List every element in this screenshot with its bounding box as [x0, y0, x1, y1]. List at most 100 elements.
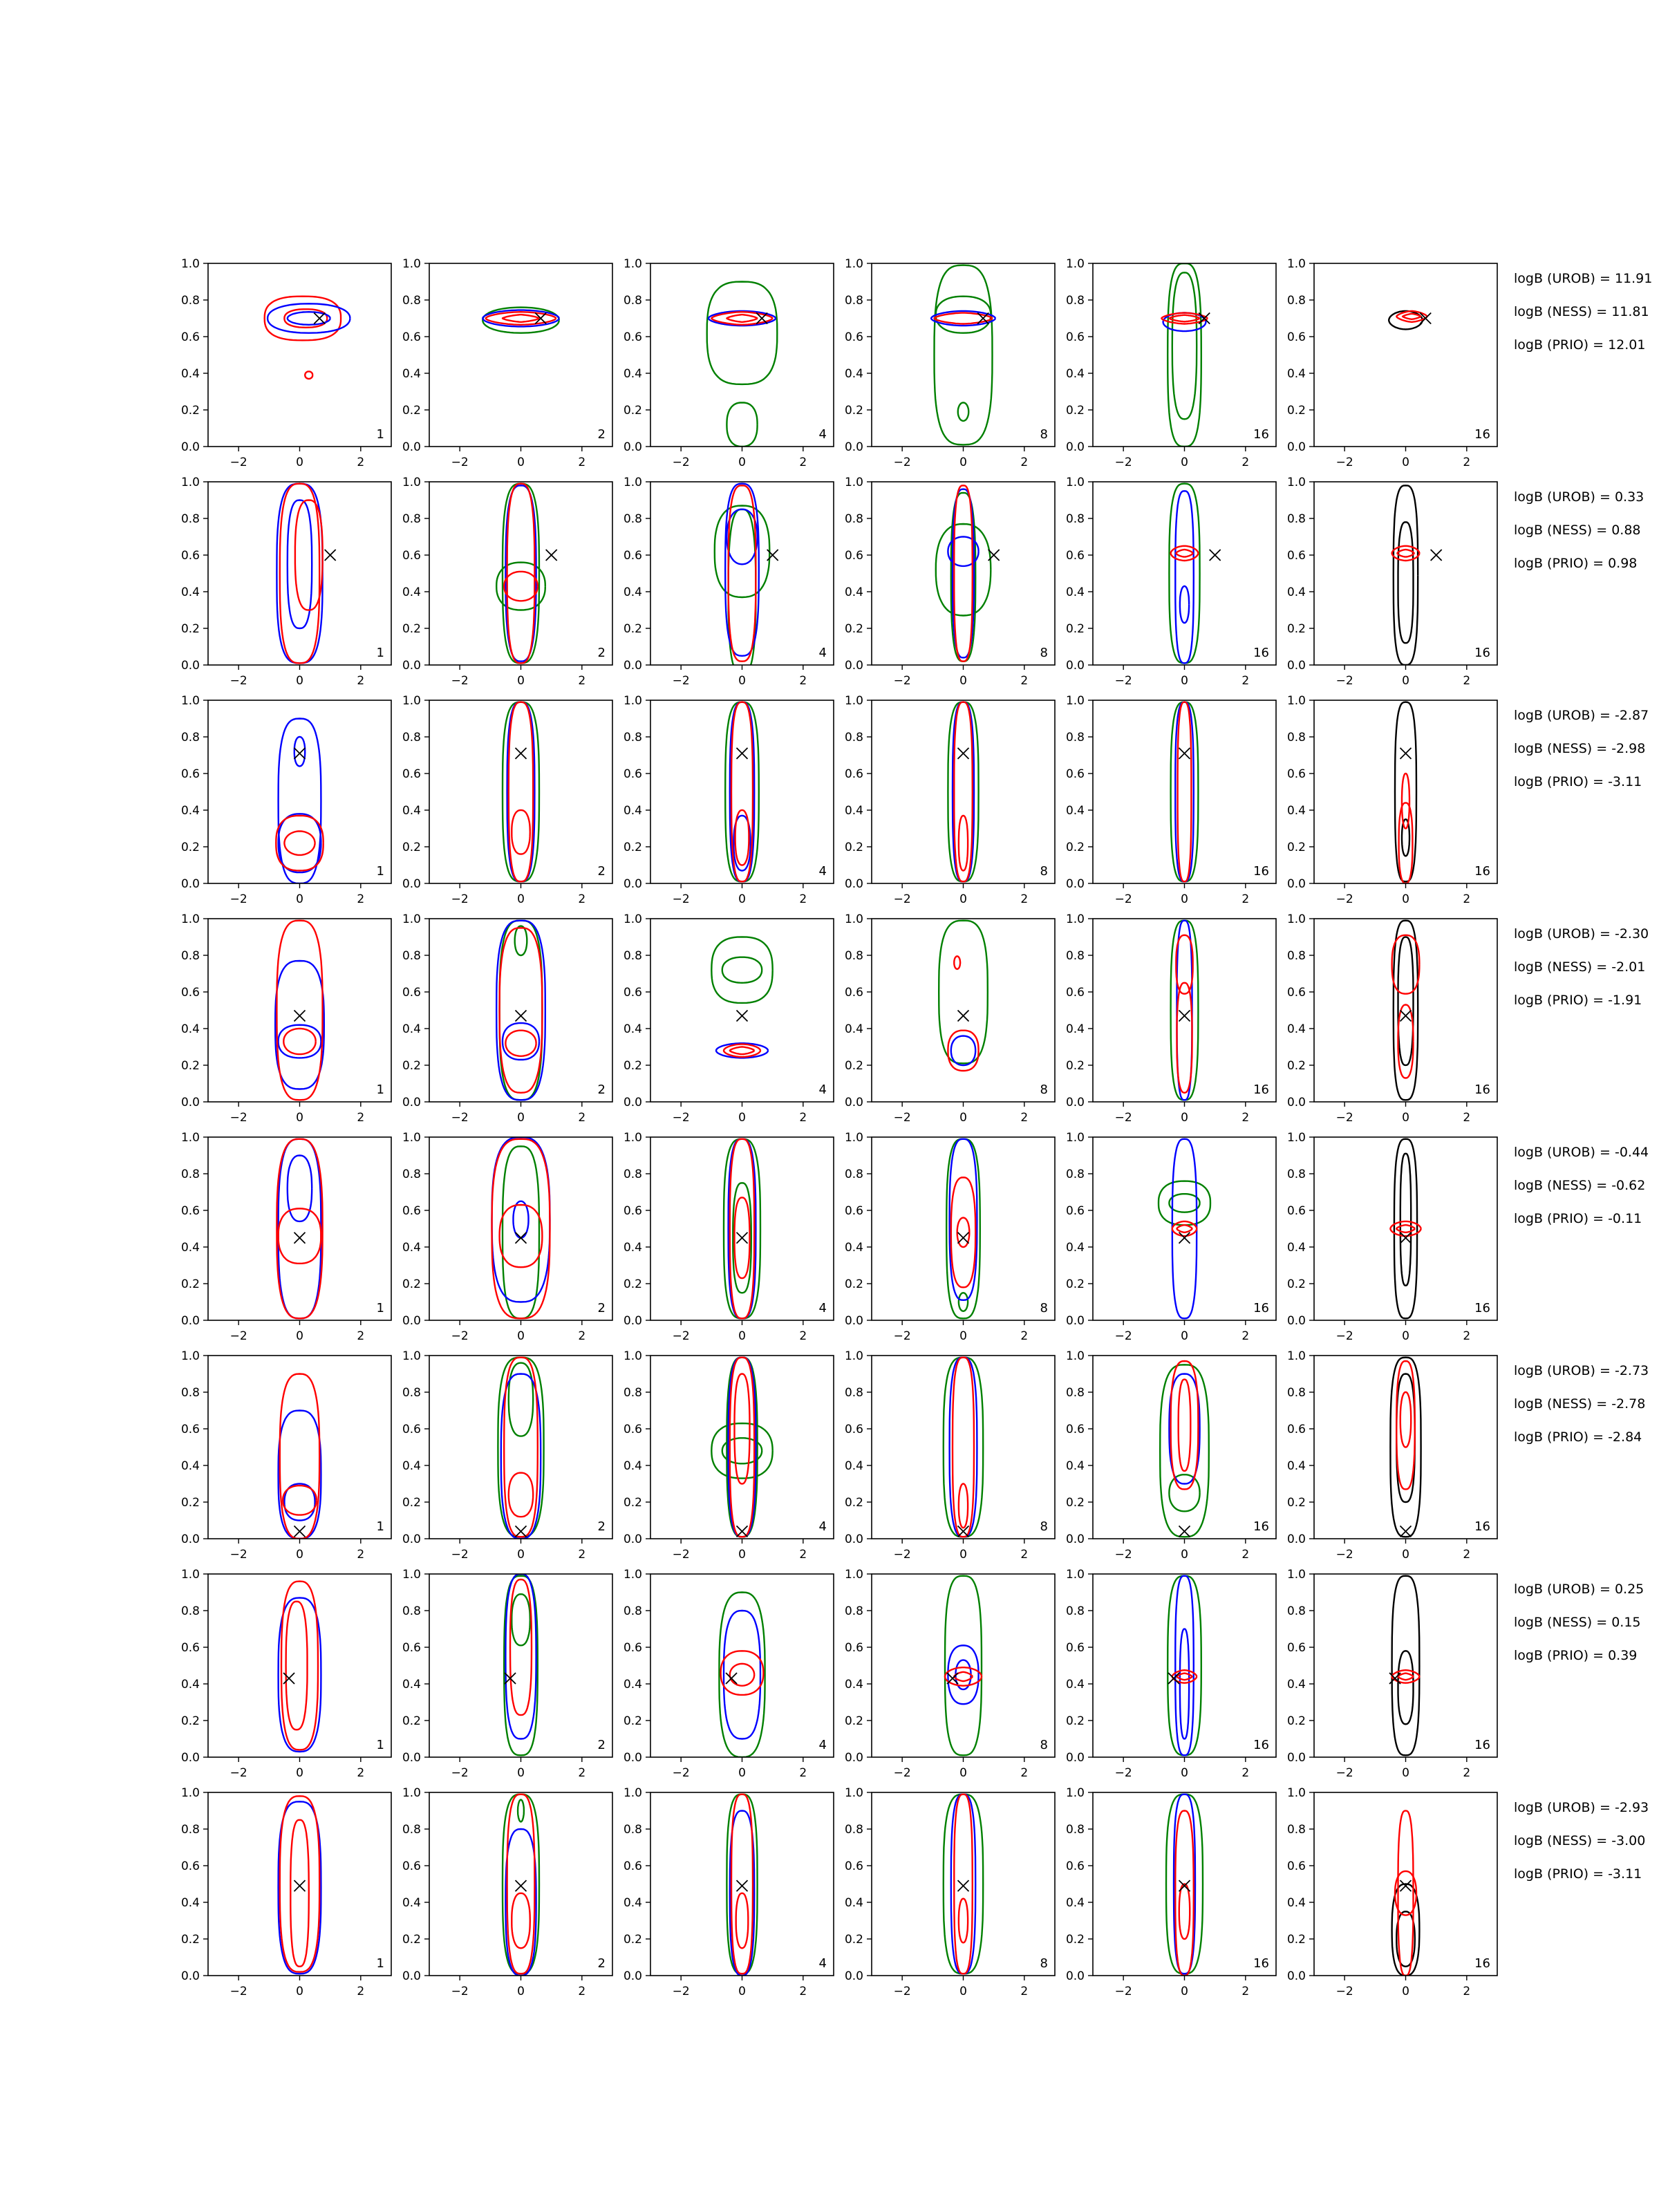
y-tick-label: 0.4 — [181, 1459, 200, 1473]
panel-r4-c5: −2 0 2 0.0 0.2 0.4 0.6 0.8 1.0 16 — [1066, 912, 1277, 1125]
x-tick-label: −2 — [451, 456, 469, 469]
y-tick-label: 0.2 — [1287, 1059, 1306, 1073]
y-tick-label: 0.8 — [1287, 294, 1306, 308]
truth-marker — [767, 549, 779, 561]
contour-set — [277, 1580, 322, 1753]
y-tick-label: 1.0 — [845, 1786, 863, 1800]
logb-stats-row-8: logB (UROB) = -2.93 logB (NESS) = -3.00 lo… — [1514, 1800, 1649, 1882]
contour-green-1 — [497, 1356, 545, 1538]
contour-blue-1 — [277, 1409, 322, 1539]
x-tick-label: 2 — [1020, 1548, 1028, 1562]
y-tick-label: 0.4 — [402, 804, 421, 818]
x-tick-label: 0 — [738, 892, 746, 906]
panel-r4-c2: −2 0 2 0.0 0.2 0.4 0.6 0.8 1.0 2 — [402, 912, 613, 1125]
y-tick-label: 0.8 — [402, 1604, 421, 1618]
y-tick-label: 0.6 — [1066, 1204, 1085, 1218]
contour-black-1 — [1392, 919, 1419, 1101]
truth-marker — [1178, 747, 1191, 760]
y-tick-label: 0.8 — [1287, 1386, 1306, 1400]
contour-set — [1168, 482, 1201, 664]
panel-r7-c6: −2 0 2 0.0 0.2 0.4 0.6 0.8 1.0 16 — [1287, 1568, 1498, 1780]
x-tick-label: 0 — [296, 1766, 303, 1780]
x-tick-label: 2 — [578, 674, 585, 688]
y-tick-label: 0.4 — [181, 585, 200, 599]
contour-red-5 — [729, 1046, 756, 1056]
contour-red-5 — [283, 830, 316, 856]
y-tick-label: 0.6 — [402, 1423, 421, 1436]
y-tick-label: 0.6 — [845, 549, 863, 563]
contour-green-2 — [507, 1362, 534, 1437]
contour-green-2 — [511, 1593, 531, 1647]
y-tick-label: 1.0 — [845, 694, 863, 708]
contour-green-3 — [726, 1356, 758, 1538]
contour-red-4 — [277, 1208, 322, 1265]
panel-corner-label: 1 — [377, 1519, 384, 1534]
x-tick-label: 2 — [1241, 674, 1249, 688]
contour-red-4 — [511, 809, 531, 855]
y-tick-label: 0.8 — [1066, 1386, 1085, 1400]
y-tick-label: 0.6 — [1287, 330, 1306, 344]
contour-blue-3 — [733, 814, 751, 872]
y-tick-label: 0.4 — [624, 804, 642, 818]
y-tick-label: 0.8 — [624, 294, 642, 308]
contour-set — [706, 281, 778, 447]
y-tick-label: 0.0 — [402, 1751, 421, 1765]
x-tick-label: 2 — [799, 674, 807, 688]
x-tick-label: −2 — [673, 674, 690, 688]
y-tick-label: 0.4 — [624, 1241, 642, 1255]
contour-red-4 — [294, 499, 324, 611]
contour-set — [1389, 1138, 1422, 1320]
panel-corner-label: 2 — [598, 1519, 606, 1534]
y-tick-label: 0.8 — [402, 1823, 421, 1837]
truth-marker — [1198, 312, 1210, 325]
y-tick-label: 0.6 — [624, 767, 642, 781]
y-tick-label: 0.6 — [402, 986, 421, 1000]
y-tick-label: 1.0 — [181, 1131, 200, 1145]
contour-red-3 — [947, 1029, 980, 1072]
truth-marker — [1399, 1232, 1412, 1244]
contour-red-3 — [720, 1650, 765, 1696]
contour-green-2 — [721, 1437, 763, 1465]
x-tick-label: 2 — [1241, 892, 1249, 906]
y-tick-label: 0.6 — [624, 1641, 642, 1655]
logb-value: logB (PRIO) = -2.84 — [1514, 1430, 1642, 1445]
y-tick-label: 0.6 — [624, 1859, 642, 1873]
y-tick-label: 0.6 — [402, 1641, 421, 1655]
y-tick-label: 0.8 — [181, 731, 200, 744]
y-tick-label: 0.2 — [624, 622, 642, 636]
panel-r5-c4: −2 0 2 0.0 0.2 0.4 0.6 0.8 1.0 8 — [845, 1131, 1056, 1343]
panel-corner-label: 8 — [1040, 427, 1048, 442]
contour-black-1 — [1394, 701, 1418, 883]
x-tick-label: −2 — [673, 892, 690, 906]
axes-frame — [871, 918, 1056, 1103]
y-tick-label: 0.8 — [845, 1823, 863, 1837]
y-tick-label: 0.6 — [181, 767, 200, 781]
y-tick-label: 0.0 — [1287, 440, 1306, 454]
panel-corner-label: 16 — [1253, 1082, 1269, 1097]
logb-value: logB (PRIO) = 12.01 — [1514, 337, 1645, 353]
y-tick-label: 0.2 — [1287, 1496, 1306, 1510]
contour-red-5 — [933, 312, 993, 325]
contour-set — [711, 936, 774, 1059]
x-tick-label: 0 — [738, 1548, 746, 1562]
x-tick-label: 0 — [959, 1766, 967, 1780]
contour-set — [1387, 310, 1428, 330]
contour-blue-2 — [293, 735, 306, 767]
y-tick-label: 0.6 — [181, 330, 200, 344]
y-tick-label: 0.8 — [402, 1386, 421, 1400]
contour-blue-3 — [500, 1373, 542, 1539]
contour-red-4 — [282, 1484, 317, 1516]
y-tick-label: 0.0 — [402, 877, 421, 891]
axes-frame — [207, 1355, 392, 1539]
y-tick-label: 0.2 — [845, 1714, 863, 1728]
axes-frame — [650, 1355, 834, 1539]
panel-r5-c2: −2 0 2 0.0 0.2 0.4 0.6 0.8 1.0 2 — [402, 1131, 613, 1343]
x-tick-label: 2 — [1463, 1985, 1470, 1998]
y-tick-label: 0.2 — [402, 1933, 421, 1947]
y-tick-label: 0.0 — [181, 877, 200, 891]
y-tick-label: 0.8 — [1066, 1823, 1085, 1837]
contour-red-3 — [730, 1793, 754, 1975]
contour-black-2 — [1396, 1373, 1416, 1503]
axes-frame — [429, 1136, 613, 1321]
contour-blue-3 — [505, 1828, 537, 1976]
